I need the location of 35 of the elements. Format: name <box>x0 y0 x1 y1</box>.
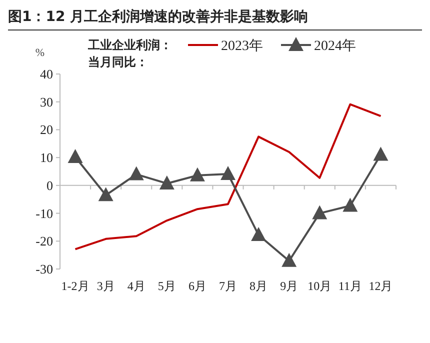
x-tick-label: 3月 <box>96 279 115 293</box>
y-tick-label: -30 <box>36 262 53 276</box>
y-tick-label: 20 <box>40 122 53 138</box>
point <box>312 205 328 220</box>
y-tick-label: 0 <box>46 178 53 193</box>
point <box>251 227 266 242</box>
x-tick-label: 7月 <box>219 279 237 293</box>
y-tick-label: -10 <box>36 206 53 221</box>
x-tick-label: 1-2月 <box>61 279 90 293</box>
x-tick-label: 12月 <box>368 279 393 293</box>
x-tick-label: 4月 <box>127 279 146 293</box>
x-tick-label: 11月 <box>338 279 362 293</box>
point <box>68 149 83 164</box>
legend-label: 2024年 <box>314 38 356 54</box>
point <box>373 146 388 161</box>
y-axis-title: % <box>35 47 45 59</box>
y-tick-label: -20 <box>36 234 53 249</box>
x-tick-label: 8月 <box>250 279 268 293</box>
legend-label: 2023年 <box>221 38 263 54</box>
x-tick-label: 5月 <box>158 279 176 293</box>
point <box>98 187 114 202</box>
point <box>128 166 144 180</box>
y-tick-label: 40 <box>40 66 53 82</box>
x-tick-label: 10月 <box>308 279 332 293</box>
x-tick-label: 6月 <box>188 279 206 293</box>
y-tick-label: 30 <box>40 94 53 110</box>
legend-title: 工业企业利润：当月同比： <box>87 38 172 69</box>
point <box>190 167 205 182</box>
x-tick-label: 9月 <box>280 279 298 293</box>
point <box>342 198 358 212</box>
point <box>220 166 236 180</box>
point <box>282 252 297 267</box>
chart-title: 图1：12 月工企利润增速的改善并非是基数影响 <box>8 8 308 25</box>
point <box>159 175 174 190</box>
y-tick-label: 10 <box>40 150 53 166</box>
